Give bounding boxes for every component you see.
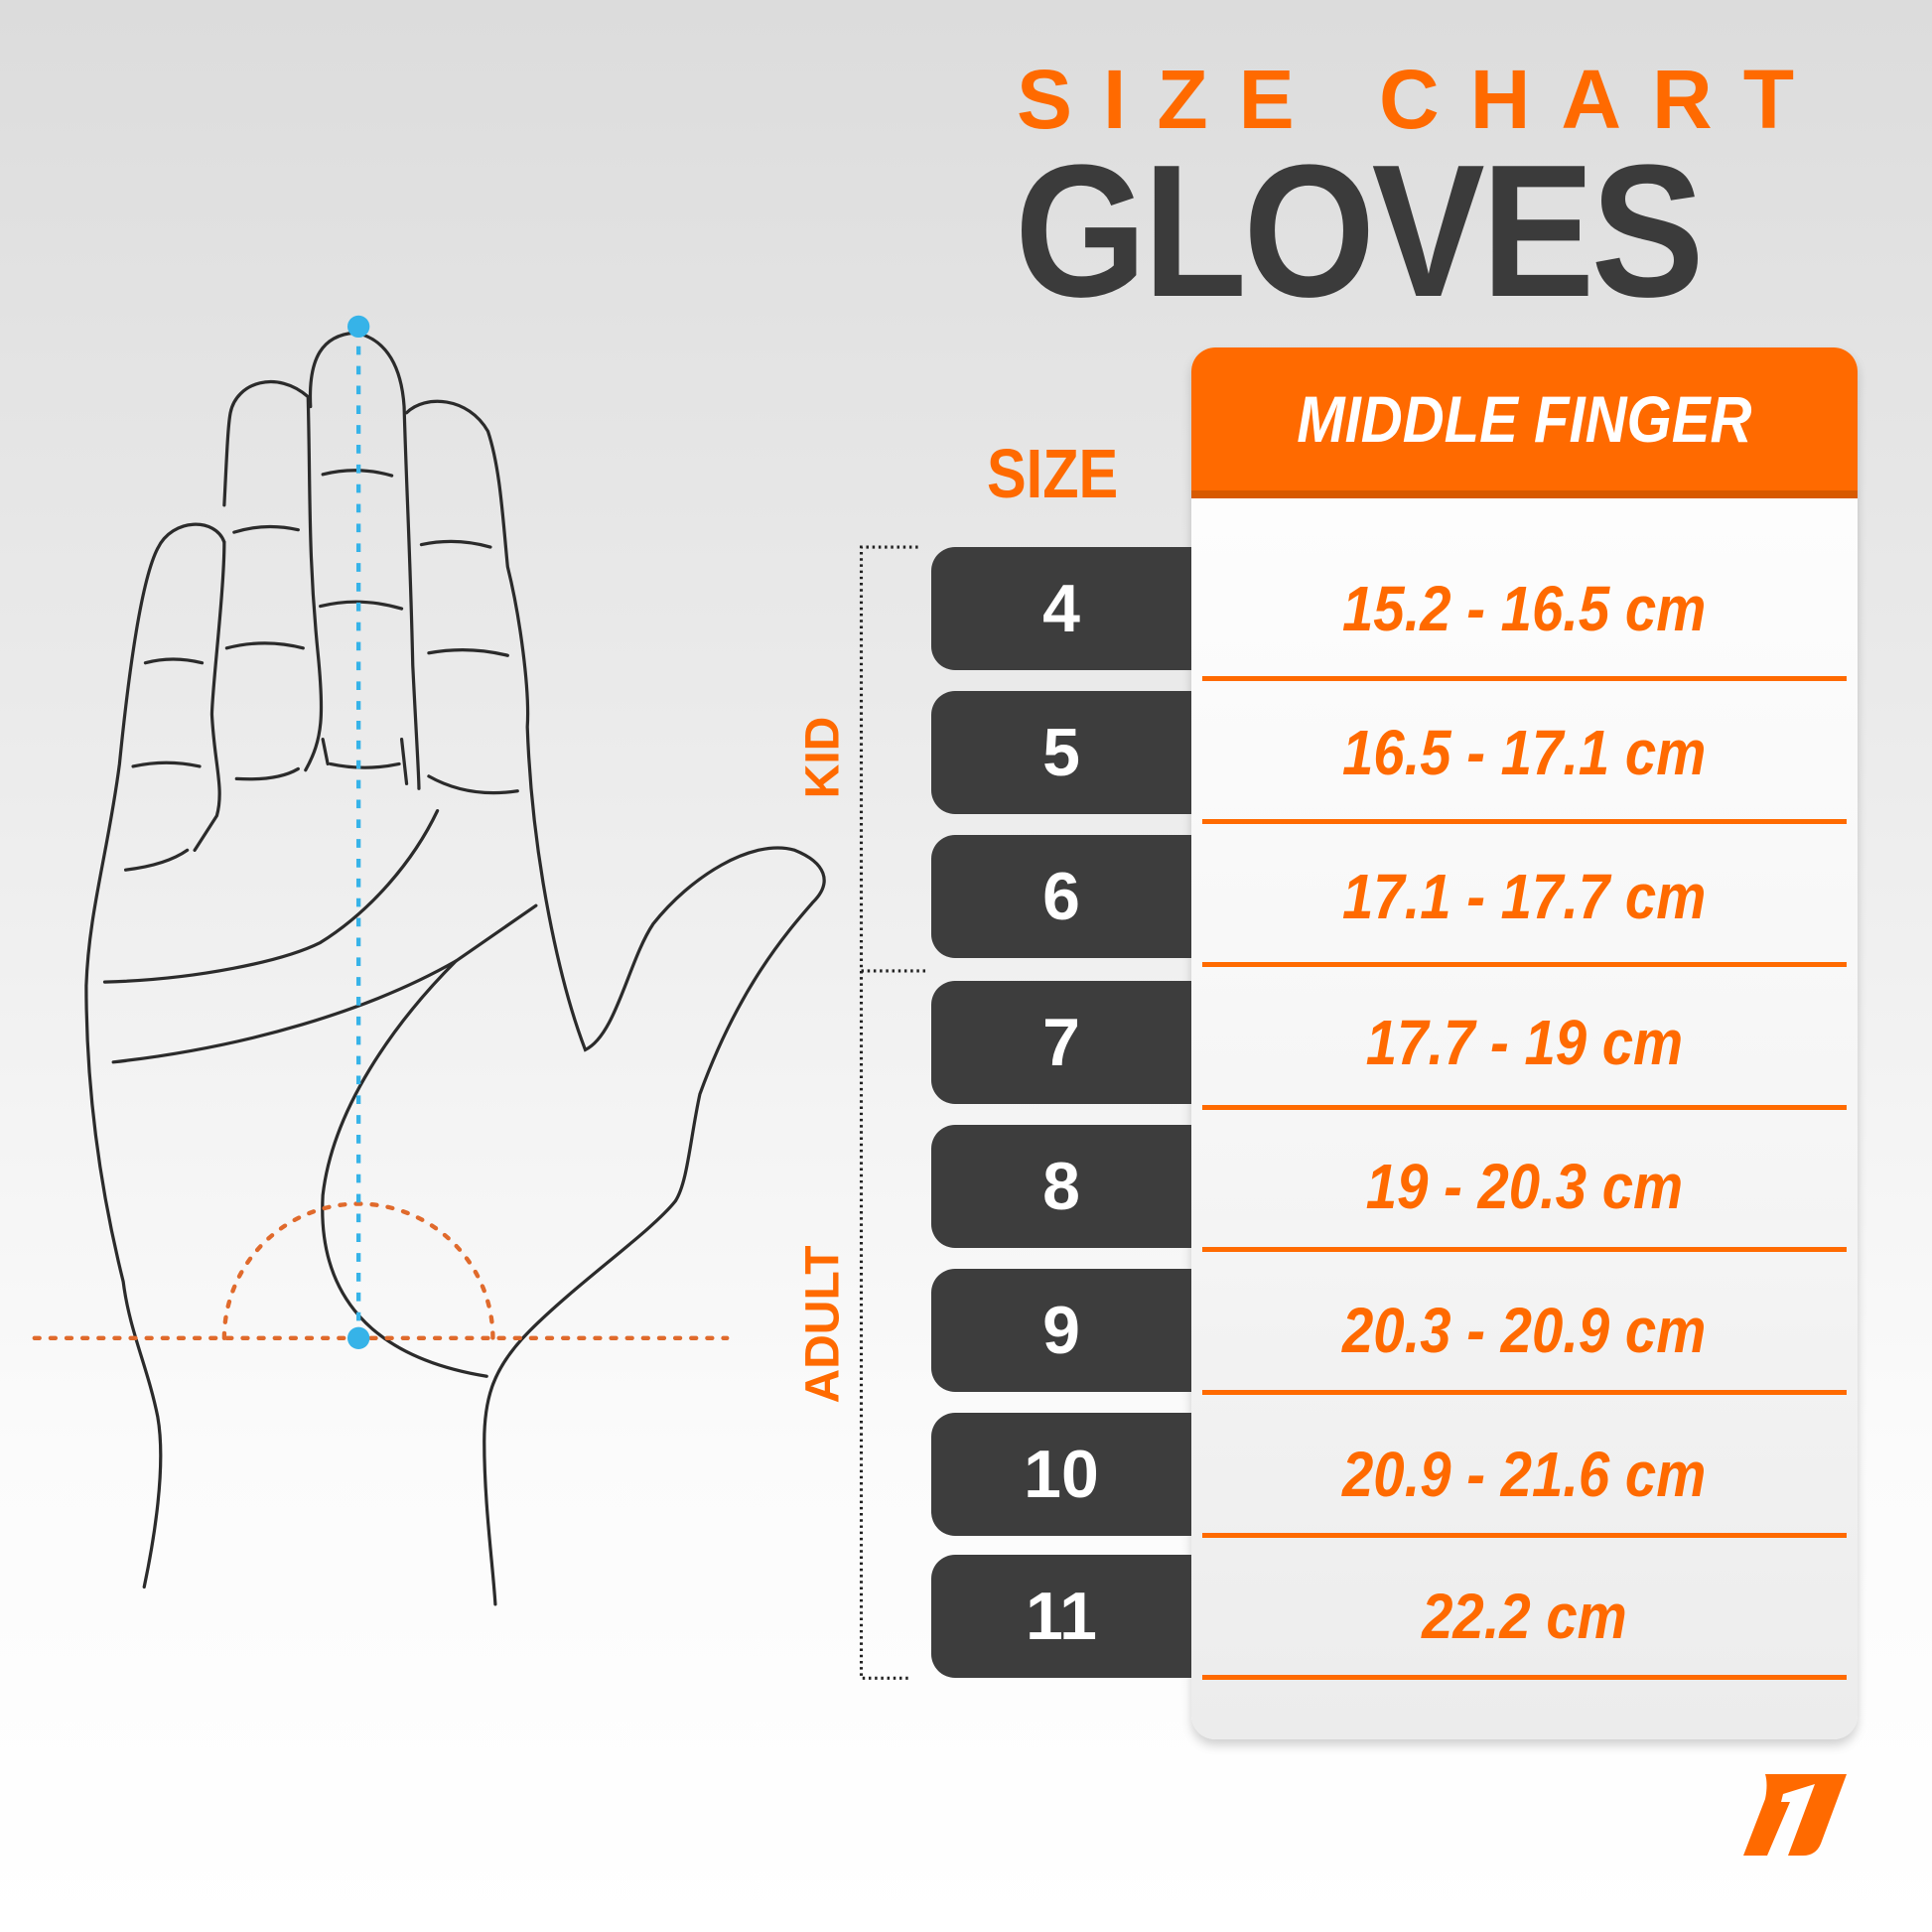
group-bracket (859, 545, 927, 1680)
size-range: 19 - 20.3 cm (1365, 1151, 1684, 1222)
brand-logo-icon (1743, 1774, 1847, 1856)
size-tab: 5 (931, 691, 1191, 814)
row-divider (1202, 1105, 1847, 1110)
row-divider (1202, 1533, 1847, 1538)
size-range: 15.2 - 16.5 cm (1342, 573, 1707, 644)
table-row: 20.9 - 21.6 cm (1202, 1413, 1847, 1536)
table-row: 15.2 - 16.5 cm (1202, 547, 1847, 670)
table-row: 22.2 cm (1202, 1555, 1847, 1678)
table-header: MIDDLE FINGER (1191, 347, 1858, 498)
measure-column-label: MIDDLE FINGER (1297, 382, 1752, 456)
group-label-kid: KID (796, 716, 850, 799)
group-label-adult: ADULT (796, 1245, 850, 1404)
page-subtitle: SIZE CHART (1017, 53, 1825, 146)
size-table: MIDDLE FINGER (1191, 347, 1858, 1739)
table-row: 16.5 - 17.1 cm (1202, 691, 1847, 814)
measure-start-dot (346, 315, 370, 339)
measure-end-dot (346, 1326, 370, 1349)
size-range: 17.1 - 17.7 cm (1342, 861, 1707, 932)
size-range: 17.7 - 19 cm (1365, 1007, 1684, 1078)
size-range: 20.9 - 21.6 cm (1342, 1439, 1707, 1510)
size-tab: 4 (931, 547, 1191, 670)
row-divider (1202, 1247, 1847, 1252)
row-divider (1202, 1675, 1847, 1680)
size-tab: 11 (931, 1555, 1191, 1678)
table-row: 19 - 20.3 cm (1202, 1125, 1847, 1248)
row-divider (1202, 1390, 1847, 1395)
wrist-arc (221, 1201, 495, 1340)
row-divider (1202, 819, 1847, 824)
size-tab: 8 (931, 1125, 1191, 1248)
size-tab: 9 (931, 1269, 1191, 1392)
size-range: 22.2 cm (1422, 1581, 1627, 1652)
table-row: 20.3 - 20.9 cm (1202, 1269, 1847, 1392)
row-divider (1202, 962, 1847, 967)
size-column-label: SIZE (987, 435, 1119, 512)
size-tab: 7 (931, 981, 1191, 1104)
table-row: 17.7 - 19 cm (1202, 981, 1847, 1104)
size-tab: 6 (931, 835, 1191, 958)
size-tab: 10 (931, 1413, 1191, 1536)
page-title: GLOVES (1015, 126, 1705, 337)
row-divider (1202, 676, 1847, 681)
size-range: 20.3 - 20.9 cm (1342, 1295, 1707, 1366)
size-range: 16.5 - 17.1 cm (1342, 717, 1707, 788)
table-row: 17.1 - 17.7 cm (1202, 835, 1847, 958)
